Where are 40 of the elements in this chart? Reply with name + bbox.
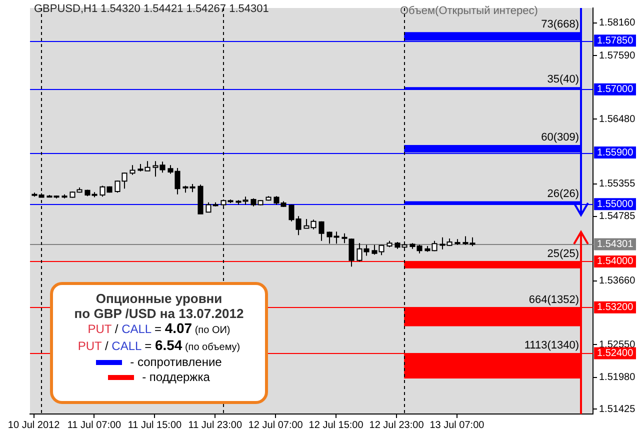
annotation: - сопротивление xyxy=(129,355,223,370)
ref-line-label: 1.54301 xyxy=(597,238,634,250)
chart-subtitle: Объем(Открытый интерес) xyxy=(400,5,538,17)
annotation: - поддержка xyxy=(141,370,211,385)
band-label: 26(26) xyxy=(547,188,579,200)
x-tick-label: 12 Jul 15:00 xyxy=(308,420,364,431)
x-tick-label: 11 Jul 07:00 xyxy=(67,420,122,431)
y-tick-label: 1.53660 xyxy=(599,276,636,287)
ref-line-label: 1.55000 xyxy=(597,198,634,210)
band-label: 25(25) xyxy=(547,248,579,260)
y-tick-label: 1.55355 xyxy=(599,178,636,190)
x-tick-label: 13 Jul 07:00 xyxy=(430,420,485,431)
band-label: 1113(1340) xyxy=(524,340,579,352)
annotation: Опционные уровни xyxy=(94,291,224,306)
ref-line-label: 1.55900 xyxy=(597,147,634,158)
ref-line-label: 1.54000 xyxy=(597,256,634,268)
band-label: 664(1352) xyxy=(528,294,579,306)
x-tick-label: 12 Jul 07:00 xyxy=(248,420,304,431)
annotation: по GBP /USD на 13.07.2012 xyxy=(73,306,245,321)
x-tick-label: 10 Jul 2012 xyxy=(8,420,60,431)
ref-line-label: 1.57000 xyxy=(597,84,634,96)
y-tick-label: 1.54785 xyxy=(599,211,636,222)
band-label: 73(668) xyxy=(541,18,579,31)
band-label: 60(309) xyxy=(541,132,579,144)
y-tick-label: 1.58160 xyxy=(599,18,636,29)
y-tick-label: 1.57590 xyxy=(599,50,636,62)
band-label: 35(40) xyxy=(547,74,579,86)
y-tick-label: 1.56480 xyxy=(599,114,636,125)
annotation: PUT / CALL = 6.54 (по объему) xyxy=(76,337,242,355)
x-tick-label: 11 Jul 23:00 xyxy=(188,420,242,431)
chart-title: GBPUSD,H1 1.54320 1.54421 1.54267 1.54301 xyxy=(34,3,269,15)
y-tick-label: 1.52550 xyxy=(599,339,636,350)
ref-line-label: 1.57850 xyxy=(597,35,634,46)
ref-line-label: 1.53200 xyxy=(597,302,634,314)
ref-line-label: 1.52400 xyxy=(597,348,634,359)
annotation: PUT / CALL = 4.07 (по ОИ) xyxy=(86,320,232,338)
y-tick-label: 1.51980 xyxy=(599,372,636,384)
x-tick-label: 12 Jul 23:00 xyxy=(369,420,424,431)
x-tick-label: 11 Jul 15:00 xyxy=(128,420,182,431)
y-tick-label: 1.51425 xyxy=(599,404,636,415)
